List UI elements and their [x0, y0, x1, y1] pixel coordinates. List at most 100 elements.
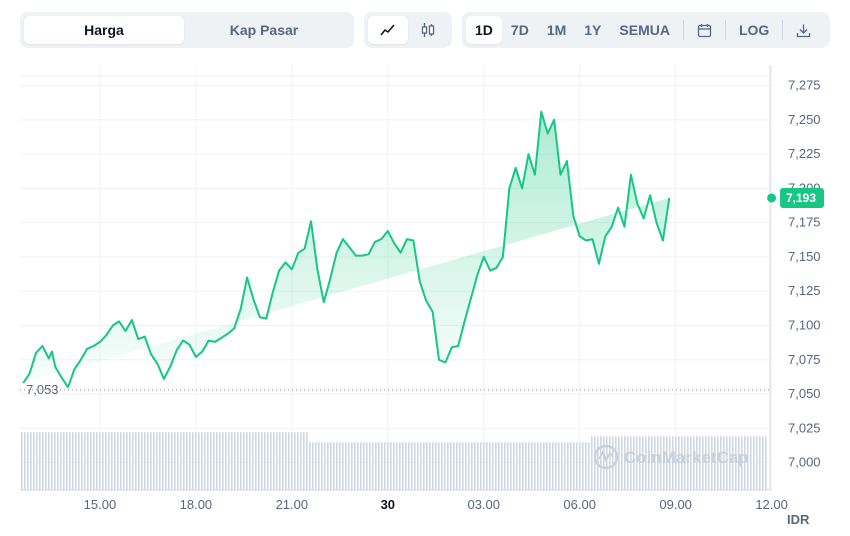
range-1m-button[interactable]: 1M: [546, 22, 567, 38]
volume-bar: [612, 436, 614, 490]
volume-bar: [249, 432, 251, 490]
volume-bar: [564, 442, 566, 490]
volume-bar: [621, 436, 623, 490]
volume-bar: [102, 432, 104, 490]
volume-bar: [420, 442, 422, 490]
volume-bar: [207, 432, 209, 490]
volume-bar: [246, 432, 248, 490]
volume-bar: [717, 436, 719, 490]
volume-bar: [162, 432, 164, 490]
volume-bar: [372, 442, 374, 490]
volume-bar: [300, 432, 302, 490]
volume-bar: [711, 436, 713, 490]
line-chart-button[interactable]: [368, 16, 408, 44]
volume-bar: [366, 442, 368, 490]
volume-bar: [444, 442, 446, 490]
volume-bar: [291, 432, 293, 490]
download-button[interactable]: [787, 16, 820, 44]
volume-bar: [333, 442, 335, 490]
volume-bar: [270, 432, 272, 490]
volume-bar: [588, 442, 590, 490]
volume-bar: [222, 432, 224, 490]
volume-bar: [117, 432, 119, 490]
volume-bar: [66, 432, 68, 490]
volume-bar: [201, 432, 203, 490]
volume-bar: [522, 442, 524, 490]
volume-bar: [729, 436, 731, 490]
volume-bar: [279, 432, 281, 490]
range-divider: [682, 20, 684, 40]
volume-bar: [363, 442, 365, 490]
volume-bar: [81, 432, 83, 490]
volume-bar: [324, 442, 326, 490]
x-tick-label: 15.00: [84, 497, 117, 512]
volume-bar: [135, 432, 137, 490]
volume-bar: [318, 442, 320, 490]
current-price-dot[interactable]: [767, 193, 777, 203]
volume-bar: [693, 436, 695, 490]
x-tick-label: 12.00: [755, 497, 788, 512]
range-7d-button[interactable]: 7D: [510, 22, 529, 38]
date-picker-button[interactable]: [688, 16, 721, 44]
tab-kap-pasar[interactable]: Kap Pasar: [229, 22, 299, 38]
volume-bar: [30, 432, 32, 490]
volume-bar: [591, 436, 593, 490]
volume-bar: [21, 432, 23, 490]
volume-bar: [594, 436, 596, 490]
current-price-badge: 7,193: [780, 187, 824, 208]
volume-bar: [396, 442, 398, 490]
volume-bar: [390, 442, 392, 490]
candlestick-button[interactable]: [408, 16, 448, 44]
volume-bar: [156, 432, 158, 490]
volume-bar: [624, 436, 626, 490]
volume-bar: [69, 432, 71, 490]
volume-bar: [264, 432, 266, 490]
volume-bar: [606, 436, 608, 490]
grid-lines: [20, 65, 773, 491]
volume-bar: [513, 442, 515, 490]
volume-bar: [510, 442, 512, 490]
chart-mode-group: [364, 12, 452, 48]
watermark-wave-icon: [598, 449, 614, 463]
volume-bars: [21, 432, 767, 490]
volume-bar: [723, 436, 725, 490]
volume-bar: [447, 442, 449, 490]
y-tick-label: 7,250: [788, 112, 821, 127]
volume-bar: [474, 442, 476, 490]
volume-bar: [747, 436, 749, 490]
volume-bar: [297, 432, 299, 490]
range-1d-button[interactable]: 1D: [466, 16, 502, 44]
range-1y-button[interactable]: 1Y: [584, 22, 602, 38]
download-icon: [797, 24, 811, 37]
volume-bar: [573, 442, 575, 490]
volume-bar: [276, 432, 278, 490]
volume-bar: [255, 432, 257, 490]
volume-bar: [378, 442, 380, 490]
volume-bar: [63, 432, 65, 490]
range-group: 1D 7D 1M 1Y SEMUA LOG: [462, 12, 830, 48]
tab-harga[interactable]: Harga: [24, 16, 184, 44]
volume-bar: [633, 436, 635, 490]
volume-bar: [744, 436, 746, 490]
range-all-button[interactable]: SEMUA: [619, 22, 670, 38]
volume-bar: [294, 432, 296, 490]
x-tick-label: 06.00: [563, 497, 596, 512]
volume-bar: [138, 432, 140, 490]
log-scale-button[interactable]: LOG: [738, 22, 770, 38]
volume-bar: [321, 442, 323, 490]
volume-bar: [219, 432, 221, 490]
x-axis: 15.00 18.00 21.00 30 03.00 06.00 09.00 12.00: [84, 497, 788, 512]
currency-label: IDR: [787, 512, 810, 527]
volume-bar: [489, 442, 491, 490]
volume-bar: [177, 432, 179, 490]
volume-bar: [402, 442, 404, 490]
volume-bar: [411, 442, 413, 490]
volume-bar: [42, 432, 44, 490]
volume-bar: [258, 432, 260, 490]
current-price-label: 7,193: [786, 191, 816, 205]
volume-bar: [657, 436, 659, 490]
volume-bar: [237, 432, 239, 490]
volume-bar: [129, 432, 131, 490]
volume-bar: [561, 442, 563, 490]
volume-bar: [147, 432, 149, 490]
